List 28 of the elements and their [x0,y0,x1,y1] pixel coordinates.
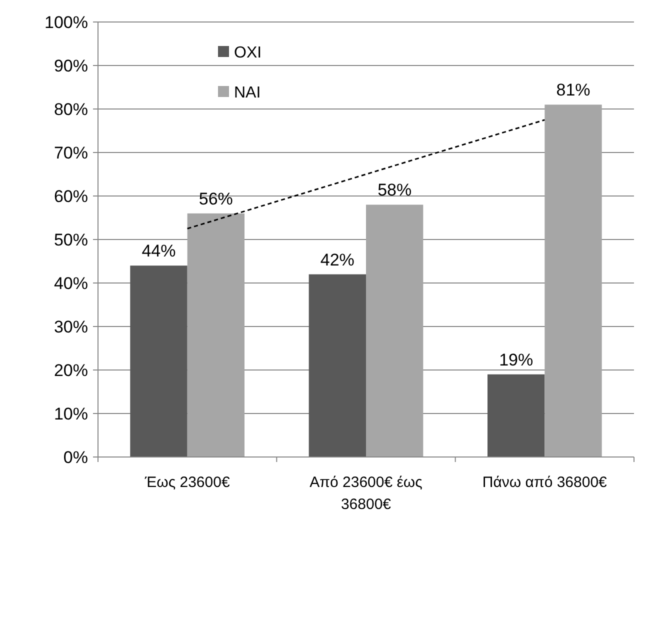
y-tick-label: 20% [54,360,88,380]
y-tick-label: 30% [54,317,88,336]
data-label: 58% [378,180,412,200]
data-label: 42% [320,250,354,270]
y-tick-label: 0% [63,448,88,467]
bar [544,104,602,457]
bar [366,204,424,457]
bar [130,266,188,457]
y-tick-label: 40% [54,274,88,293]
bar [487,374,545,457]
legend-label: NAI [234,84,261,102]
data-label: 81% [556,80,590,100]
y-tick-label: 60% [54,186,88,206]
x-tick-label: Έως 23600€ [144,474,230,491]
y-tick-label: 90% [54,56,88,76]
bar [187,213,245,457]
y-tick-label: 50% [54,230,88,250]
data-label: 19% [499,350,534,370]
data-label: 56% [198,189,233,208]
y-tick-label: 10% [54,404,88,424]
bar [308,274,366,457]
x-tick-label: Από 23600€ έως 36800€ [310,474,422,513]
legend-label: OXI [234,44,262,62]
x-tick-label: Πάνω από 36800€ [482,474,608,491]
y-tick-label: 80% [54,100,88,119]
y-tick-label: 100% [44,12,88,32]
y-tick-label: 70% [54,143,88,162]
data-label: 44% [142,242,176,261]
